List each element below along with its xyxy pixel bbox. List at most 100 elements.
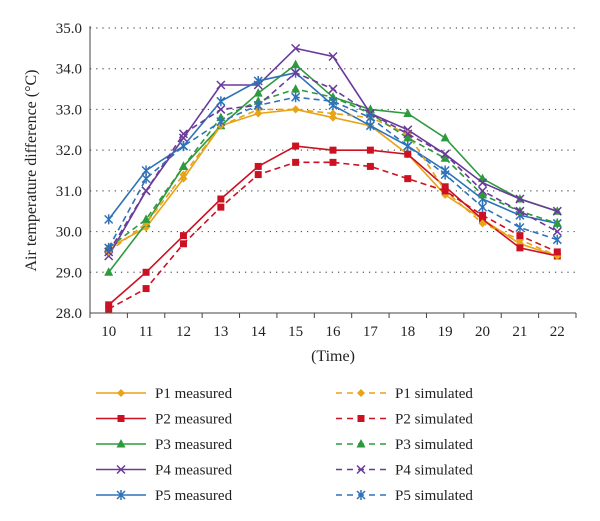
legend-marker [116, 464, 126, 475]
x-tick-label: 17 [363, 324, 379, 340]
data-point [291, 59, 301, 69]
data-point [292, 142, 300, 150]
data-point [178, 129, 188, 139]
data-point [329, 113, 337, 122]
data-point [478, 178, 488, 188]
data-point [216, 116, 226, 127]
axis-labels: 28.0 29.0 30.0 31.0 32.0 33.0 34.0 35.0 10 11 12 13… [23, 21, 565, 365]
data-point [104, 251, 114, 261]
y-axis-title: Air temperature difference (°C) [23, 70, 40, 272]
data-point [516, 244, 524, 252]
data-point [404, 150, 412, 158]
data-point [142, 285, 150, 293]
legend-entry: P3 simulated [336, 437, 473, 453]
x-tick-label: 19 [438, 324, 453, 340]
legend-label: P3 measured [155, 437, 233, 453]
data-point [291, 105, 300, 114]
legend-marker [357, 415, 365, 422]
data-point [329, 158, 337, 166]
data-point [141, 186, 151, 196]
data-point [552, 227, 562, 237]
series-p2-measured [105, 142, 561, 309]
data-point [515, 222, 525, 233]
series-line [108, 161, 558, 310]
data-point [553, 248, 561, 256]
x-tick-label: 16 [326, 324, 342, 340]
data-point [179, 232, 187, 240]
y-tick-label: 31.0 [56, 184, 82, 200]
y-tick-label: 30.0 [56, 225, 82, 241]
data-point [291, 43, 301, 53]
legend-label: P4 simulated [395, 463, 473, 479]
data-point [479, 211, 487, 219]
legend-entry: P3 measured [96, 437, 233, 453]
data-point [216, 104, 226, 114]
legend-entry: P4 measured [96, 463, 233, 479]
series-p3-measured [104, 59, 562, 276]
data-point [104, 267, 114, 276]
legend-marker [117, 415, 125, 422]
x-tick-label: 13 [213, 324, 228, 340]
legend-label: P2 measured [155, 412, 233, 428]
data-point [104, 214, 114, 225]
data-point [328, 51, 338, 62]
legend-marker [117, 389, 125, 397]
legend: P1 measured P2 measured P3 measured P4 meas… [96, 386, 473, 504]
data-point [253, 100, 263, 111]
data-point [329, 146, 337, 154]
data-point [141, 173, 151, 184]
x-tick-label: 20 [475, 324, 490, 340]
data-point [552, 206, 562, 216]
data-point [403, 108, 413, 117]
data-point [179, 170, 188, 179]
data-point [178, 133, 188, 143]
data-point [329, 109, 337, 118]
data-point [253, 75, 263, 86]
data-point [217, 195, 225, 203]
data-point [441, 187, 449, 195]
x-tick-label: 22 [550, 324, 565, 340]
data-point [291, 68, 301, 78]
legend-entry: P2 simulated [336, 412, 473, 428]
data-point [478, 219, 487, 228]
legend-marker [356, 464, 366, 475]
legend-label: P3 simulated [395, 437, 473, 453]
data-point [292, 158, 300, 166]
data-point [141, 214, 151, 223]
legend-label: P1 measured [155, 386, 233, 402]
series-p5-simulated [104, 92, 562, 253]
axes [89, 26, 577, 318]
series-line [108, 145, 558, 306]
data-point [365, 112, 375, 123]
y-tick-label: 35.0 [56, 21, 82, 37]
data-point [104, 242, 114, 253]
data-point [403, 129, 413, 139]
data-point [105, 305, 113, 313]
data-series [104, 43, 562, 313]
y-tick-label: 32.0 [56, 143, 82, 159]
x-tick-label: 18 [400, 324, 415, 340]
data-point [440, 169, 450, 180]
legend-label: P5 measured [155, 488, 233, 504]
data-point [328, 84, 338, 94]
x-tick-label: 14 [251, 324, 267, 340]
legend-entry: P1 measured [96, 386, 233, 402]
legend-marker [357, 389, 365, 397]
data-point [178, 141, 188, 152]
data-point [552, 218, 562, 227]
legend-marker [356, 439, 366, 448]
legend-label: P2 simulated [395, 412, 473, 428]
data-point [366, 146, 374, 154]
data-point [552, 234, 562, 245]
legend-entry: P2 measured [96, 412, 233, 428]
legend-entry: P5 simulated [336, 488, 473, 504]
data-point [291, 84, 301, 93]
data-point [403, 141, 413, 152]
data-point [478, 202, 488, 213]
data-point [254, 171, 262, 179]
data-point [179, 240, 187, 248]
legend-entry: P4 simulated [336, 463, 473, 479]
data-point [217, 203, 225, 211]
data-point [254, 109, 263, 118]
